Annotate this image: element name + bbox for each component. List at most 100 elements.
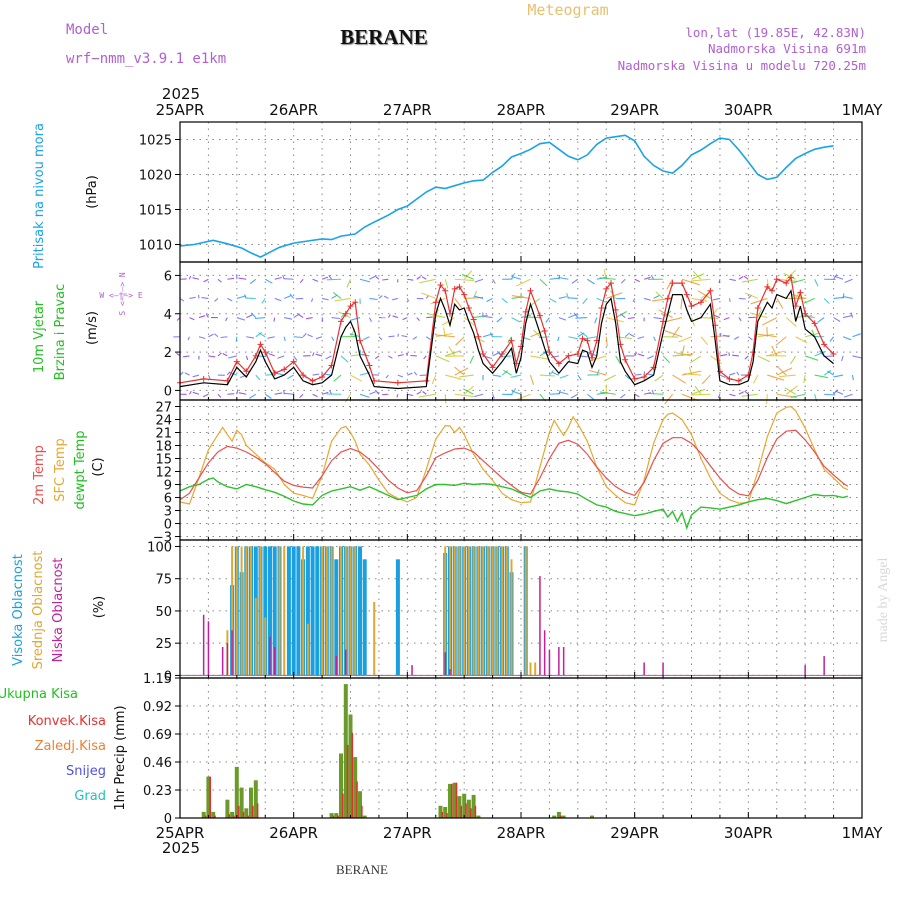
wind-arrow — [634, 373, 642, 376]
wind-arrow — [549, 393, 560, 395]
wind-arrow — [284, 278, 294, 280]
wind-arrow — [474, 278, 484, 283]
wind-arrow — [396, 394, 399, 398]
wind-arrow — [650, 274, 655, 280]
precip-bar-total — [211, 811, 216, 818]
wind-arrow — [851, 374, 854, 381]
wind-arrow — [811, 329, 816, 337]
y-tick-label: 1025 — [139, 134, 172, 149]
wind-arrow — [435, 334, 455, 338]
precip-bar-total — [201, 811, 206, 818]
precip-bar-total — [590, 815, 594, 818]
wind-arrow — [568, 336, 579, 340]
time-axis-bottom: 25APR 26APR 27APR 28APR 29APR 30APR 1MAY — [156, 824, 884, 842]
precip-legend: Ukupna Kisa Konvek.Kisa Zaledj.Kisa Snij… — [0, 687, 128, 811]
cloud-bar-mid — [534, 662, 537, 676]
wind-gust-marker — [589, 354, 596, 361]
wind-arrow — [282, 274, 285, 280]
dewpt-title: dewpt Temp — [73, 430, 88, 509]
wind-arrow — [350, 374, 363, 382]
wind-arrow — [713, 314, 721, 319]
wind-arrow — [785, 317, 797, 327]
wind-gust-marker — [574, 351, 581, 357]
wind-arrow — [214, 298, 219, 302]
cloud-bar-mid — [510, 559, 513, 676]
wind-arrow — [435, 332, 453, 338]
pressure-title: Pritisak na nivou mora — [32, 123, 47, 269]
wind-arrow — [558, 296, 567, 299]
wind-arrow — [208, 333, 214, 338]
wind-arrow — [691, 388, 706, 395]
wind-arrow — [448, 346, 456, 357]
wind-arrow — [501, 370, 509, 376]
wind-arrow — [511, 272, 516, 280]
wind-speed-line — [179, 289, 834, 390]
time-label-top: 26APR — [269, 101, 318, 119]
wind-arrow — [632, 298, 636, 303]
panel-pressure: 1010 1015 1020 1025 — [139, 121, 863, 263]
precip-bar-total — [353, 757, 358, 818]
wind-gust-marker — [356, 337, 363, 344]
dewpt-line — [179, 477, 848, 531]
precip-bar-convective — [214, 815, 216, 818]
wind-arrow — [573, 312, 579, 318]
wind-arrow — [238, 392, 247, 395]
wind-arrow — [776, 365, 787, 376]
wind-arrow — [382, 278, 389, 281]
wind-arrow — [750, 297, 768, 305]
cloud-bar-mid — [349, 546, 352, 676]
precip-bar-convective — [332, 815, 335, 818]
wind-arrow — [246, 336, 255, 339]
cloud-bar-low — [226, 643, 229, 676]
precip-bar-total — [438, 805, 443, 818]
wind-arrow — [771, 345, 778, 357]
wind-arrow — [184, 372, 190, 376]
y-tick-label: 1020 — [139, 169, 172, 184]
wind-gust-marker — [347, 303, 354, 310]
wind-arrow — [202, 393, 209, 398]
wind-axis-title: 10m Vjetar Brzina i Pravac (m/s) W <—|—>… — [32, 272, 143, 380]
wind-arrow — [551, 371, 560, 376]
wind-arrow — [589, 369, 607, 376]
cloud-bar-mid — [235, 546, 238, 676]
wind-gust-marker — [290, 358, 297, 365]
wind-arrow — [829, 336, 835, 342]
wind-arrow — [486, 297, 493, 303]
wind-arrow — [511, 390, 522, 395]
wind-arrow — [842, 314, 853, 319]
wind-gust-marker — [669, 280, 676, 287]
time-label-top: 25APR — [156, 101, 205, 119]
y-tick-label: 25 — [155, 637, 172, 652]
cloud-bar-mid — [340, 546, 342, 676]
wind-arrow — [444, 394, 447, 404]
wind-gust-marker — [797, 289, 804, 296]
wind-arrow — [334, 297, 351, 302]
wind-arrow — [627, 317, 635, 320]
sfc-temp-line — [179, 405, 849, 506]
cloud-bar-mid — [321, 546, 324, 676]
wind-arrow — [501, 297, 508, 304]
cloud-bar-mid — [283, 546, 286, 676]
wind-arrow — [255, 331, 263, 338]
cloud-bar-low — [643, 662, 645, 676]
wind-arrow — [331, 294, 338, 299]
wind-arrow — [510, 374, 522, 378]
y-tick-label: 75 — [155, 573, 172, 588]
wind-arrow — [198, 315, 206, 319]
wind-gust-marker — [432, 299, 439, 306]
wind-arrow — [681, 370, 702, 376]
wind-arrow — [658, 309, 673, 319]
cloud-bar-high — [310, 546, 315, 676]
wind-arrow — [249, 393, 257, 399]
wind-arrow — [363, 336, 370, 341]
cloud-bar-mid — [458, 546, 461, 676]
coords-label: lon,lat (19.85E, 42.83N) — [685, 25, 866, 40]
precip-bar-convective — [233, 815, 235, 818]
wind-arrow — [405, 352, 408, 357]
cloud-bar-mid — [501, 546, 504, 676]
precip-bar-total — [358, 791, 362, 818]
wind-arrow — [747, 336, 753, 341]
wind-arrow — [220, 336, 228, 339]
wind-arrow — [530, 355, 549, 360]
wind-arrow — [283, 390, 285, 395]
